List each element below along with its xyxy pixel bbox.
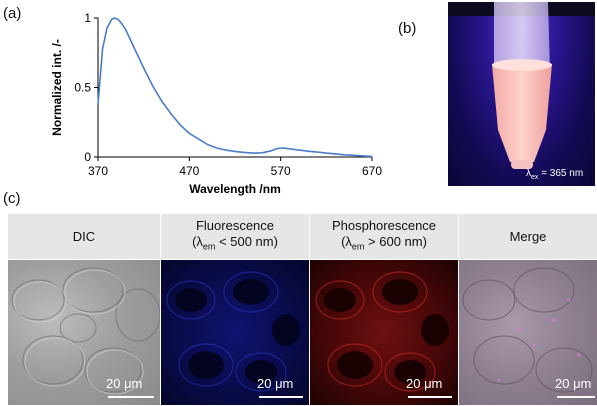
condition-value: < 500 nm) xyxy=(215,234,278,250)
panel-label-a: (a) xyxy=(3,5,22,22)
header-fluorescence-condition: (λem < 500 nm) xyxy=(192,234,278,255)
fluorescence-image: 20 μm xyxy=(161,260,309,405)
header-phosphorescence-title: Phosphorescence xyxy=(331,218,437,234)
header-fluorescence: Fluorescence (λem < 500 nm) xyxy=(161,214,309,259)
vial-photo: λex = 365 nm xyxy=(448,2,595,186)
chart-axes xyxy=(94,17,373,161)
panel-label-c: (c) xyxy=(3,190,21,207)
y-tick-label: 0.5 xyxy=(74,81,91,95)
x-axis-title: Wavelength /nm xyxy=(189,182,281,196)
lambda-em-sub: em xyxy=(351,241,365,252)
scale-bar-merge xyxy=(557,396,595,398)
scale-bar-fluorescence xyxy=(259,396,303,398)
header-cell-bg-1 xyxy=(8,214,160,259)
header-dic: DIC xyxy=(8,214,160,259)
scale-bar-label-fluorescence: 20 μm xyxy=(257,376,294,391)
merge-cell-texture xyxy=(462,267,593,393)
condition-value: > 600 nm) xyxy=(364,234,427,250)
phosphorescence-cell-texture xyxy=(315,271,449,392)
fluorescence-cell-texture xyxy=(166,271,300,392)
header-phosphorescence: Phosphorescence (λem > 600 nm) xyxy=(310,214,458,259)
x-tick-label: 470 xyxy=(179,164,199,178)
lambda-symbol: λ xyxy=(526,168,531,179)
header-fluorescence-title: Fluorescence xyxy=(195,218,275,234)
header-cell-bg-2 xyxy=(161,214,309,259)
merge-image: 20 μm xyxy=(459,260,597,405)
header-merge-label: Merge xyxy=(509,228,547,244)
phosphorescence-image: 20 μm xyxy=(310,260,458,405)
header-cell-bg-4 xyxy=(459,214,597,259)
panel-label-b: (b) xyxy=(398,20,417,37)
header-cell-bg-3 xyxy=(310,214,458,259)
lambda-em-sub: em xyxy=(202,241,216,252)
lambda-value: = 365 nm xyxy=(538,168,584,179)
scale-bar-label-phosphorescence: 20 μm xyxy=(406,376,443,391)
y-tick-label: 1 xyxy=(84,11,91,25)
emission-spectrum-chart: 370 470 570 670 0 0.5 1 Wavelength /nm Normali… xyxy=(50,11,382,196)
scale-bar-dic xyxy=(108,396,154,398)
scale-bar-label-merge: 20 μm xyxy=(555,376,592,391)
y-tick-label: 0 xyxy=(84,150,91,164)
scale-bar-phosphorescence xyxy=(408,396,452,398)
header-phosphorescence-condition: (λem > 600 nm) xyxy=(341,234,427,255)
x-tick-label: 370 xyxy=(88,164,108,178)
y-axis-title: Normalized int. /- xyxy=(50,39,64,136)
header-dic-label: DIC xyxy=(72,228,96,244)
header-merge: Merge xyxy=(459,214,597,259)
x-tick-label: 670 xyxy=(362,164,382,178)
excitation-wavelength-label: λex = 365 nm xyxy=(526,168,583,181)
lambda-open: (λ xyxy=(341,234,352,250)
dic-cell-texture xyxy=(11,267,160,395)
vial-illustration xyxy=(448,2,595,169)
scale-bar-label-dic: 20 μm xyxy=(106,376,143,391)
lambda-open: (λ xyxy=(192,234,203,250)
lambda-subscript: ex xyxy=(531,174,539,181)
x-tick-label: 570 xyxy=(271,164,291,178)
chart-tick-labels: 370 470 570 670 0 0.5 1 xyxy=(74,11,382,178)
dic-image: 20 μm xyxy=(8,260,160,405)
spectrum-line xyxy=(97,17,373,158)
